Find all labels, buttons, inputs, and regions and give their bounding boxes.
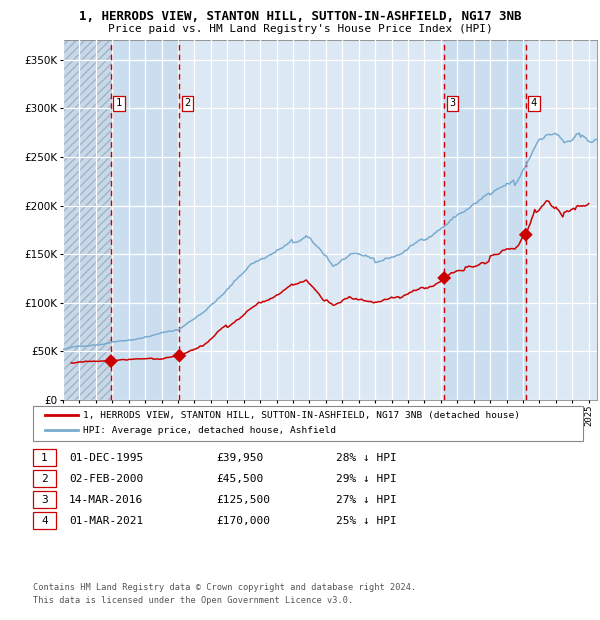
Text: 28% ↓ HPI: 28% ↓ HPI: [336, 453, 397, 463]
Text: 3: 3: [449, 99, 455, 108]
Point: [439, 273, 449, 283]
Text: 1, HERRODS VIEW, STANTON HILL, SUTTON-IN-ASHFIELD, NG17 3NB (detached house): 1, HERRODS VIEW, STANTON HILL, SUTTON-IN…: [83, 411, 520, 420]
Text: 25% ↓ HPI: 25% ↓ HPI: [336, 516, 397, 526]
Text: 4: 4: [41, 516, 48, 526]
Text: 29% ↓ HPI: 29% ↓ HPI: [336, 474, 397, 484]
Text: HPI: Average price, detached house, Ashfield: HPI: Average price, detached house, Ashf…: [83, 426, 336, 435]
Text: £125,500: £125,500: [216, 495, 270, 505]
Text: 14-MAR-2016: 14-MAR-2016: [69, 495, 143, 505]
Text: Price paid vs. HM Land Registry's House Price Index (HPI): Price paid vs. HM Land Registry's House …: [107, 24, 493, 34]
Point: [175, 351, 184, 361]
Text: 2: 2: [41, 474, 48, 484]
Text: 01-DEC-1995: 01-DEC-1995: [69, 453, 143, 463]
Text: 2: 2: [184, 99, 191, 108]
Bar: [63, 40, 111, 400]
Text: 3: 3: [41, 495, 48, 505]
Bar: [111, 40, 179, 400]
Bar: [444, 40, 526, 400]
Text: 27% ↓ HPI: 27% ↓ HPI: [336, 495, 397, 505]
Point: [521, 230, 530, 240]
Point: [106, 356, 116, 366]
Text: £39,950: £39,950: [216, 453, 263, 463]
Text: 4: 4: [531, 99, 537, 108]
Text: £170,000: £170,000: [216, 516, 270, 526]
Text: Contains HM Land Registry data © Crown copyright and database right 2024.
This d: Contains HM Land Registry data © Crown c…: [33, 583, 416, 605]
Text: 01-MAR-2021: 01-MAR-2021: [69, 516, 143, 526]
Text: 1: 1: [41, 453, 48, 463]
Text: 1, HERRODS VIEW, STANTON HILL, SUTTON-IN-ASHFIELD, NG17 3NB: 1, HERRODS VIEW, STANTON HILL, SUTTON-IN…: [79, 10, 521, 22]
Text: 02-FEB-2000: 02-FEB-2000: [69, 474, 143, 484]
Text: 1: 1: [116, 99, 122, 108]
Text: £45,500: £45,500: [216, 474, 263, 484]
